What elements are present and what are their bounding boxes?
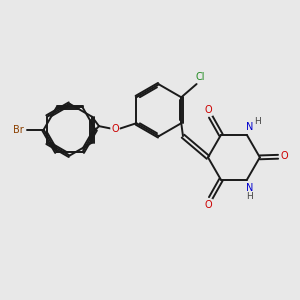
Text: Cl: Cl (196, 72, 205, 82)
Text: H: H (254, 118, 261, 127)
Text: O: O (205, 105, 212, 115)
Text: N: N (245, 183, 253, 193)
Text: H: H (246, 192, 253, 201)
Text: Br: Br (13, 125, 24, 135)
Text: O: O (111, 124, 119, 134)
Text: O: O (281, 151, 288, 161)
Text: O: O (205, 200, 212, 209)
Text: N: N (245, 122, 253, 132)
